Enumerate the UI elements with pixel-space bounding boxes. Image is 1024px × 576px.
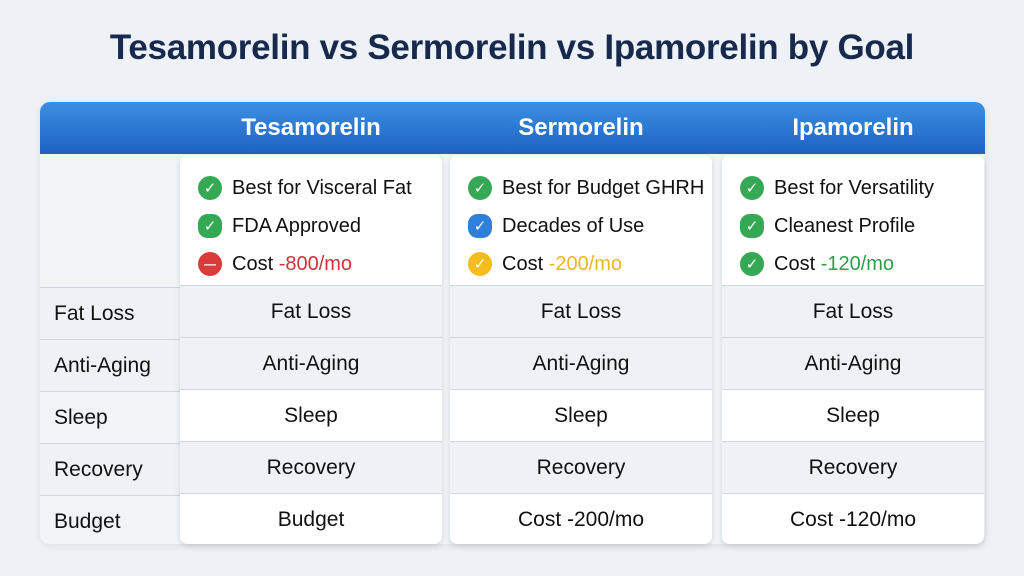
row-labels: Fat Loss Anti-Aging Sleep Recovery Budget (40, 287, 180, 547)
feature-text: Cleanest Profile (774, 214, 916, 237)
feature-text: Decades of Use (502, 214, 645, 237)
table-cell: Recovery (180, 441, 442, 493)
feature-item: ✓ Decades of Use (468, 207, 712, 245)
feature-item: ✓ Cost -200/mo (468, 245, 712, 283)
table-cell: Recovery (722, 441, 984, 493)
cost-value: -200/mo (548, 252, 623, 275)
feature-text: Best for Visceral Fat (232, 176, 412, 199)
row-label: Sleep (40, 391, 180, 443)
check-circle-icon: ✓ (468, 252, 492, 276)
feature-item: ✓ Best for Versatility (740, 169, 984, 207)
check-circle-icon: ✓ (198, 176, 222, 200)
feature-card: ✓ Best for Visceral Fat ✓ FDA Approved — Cost… (180, 155, 442, 285)
feature-text: Best for Budget GHRH (502, 176, 705, 199)
check-circle-icon: ✓ (740, 252, 764, 276)
feature-item: ✓ Best for Visceral Fat (198, 169, 442, 207)
minus-circle-icon: — (198, 252, 222, 276)
table-cell: Fat Loss (722, 285, 984, 337)
table-cell: Sleep (450, 389, 712, 441)
feature-text: Best for Versatility (774, 176, 935, 199)
check-circle-icon: ✓ (468, 176, 492, 200)
feature-text: FDA Approved (232, 214, 361, 237)
row-label: Recovery (40, 443, 180, 495)
column-ipamorelin: ✓ Best for Versatility ✓ Cleanest Profile ✓ C… (722, 155, 984, 544)
table-cell: Cost -200/mo (450, 493, 712, 544)
table-cell: Anti-Aging (450, 337, 712, 389)
row-label: Anti-Aging (40, 339, 180, 391)
row-label: Fat Loss (40, 287, 180, 339)
table-cell: Sleep (180, 389, 442, 441)
check-badge-icon: ✓ (468, 214, 492, 238)
feature-text: Cost (774, 252, 821, 275)
column-sermorelin: ✓ Best for Budget GHRH ✓ Decades of Use ✓ Cos… (450, 155, 712, 544)
table-cell: Anti-Aging (180, 337, 442, 389)
table-cell: Sleep (722, 389, 984, 441)
cost-value: -120/mo (820, 252, 895, 275)
feature-item: — Cost -800/mo (198, 245, 442, 283)
column-header: Sermorelin (518, 114, 644, 141)
feature-item: ✓ FDA Approved (198, 207, 442, 245)
feature-card: ✓ Best for Budget GHRH ✓ Decades of Use ✓ Cos… (450, 155, 712, 285)
table-header (40, 102, 985, 154)
table-cell: Fat Loss (180, 285, 442, 337)
row-label: Budget (40, 495, 180, 547)
feature-item: ✓ Cleanest Profile (740, 207, 984, 245)
feature-text: Cost (502, 252, 549, 275)
cost-value: -800/mo (278, 252, 353, 275)
table-cell: Cost -120/mo (722, 493, 984, 544)
feature-item: ✓ Cost -120/mo (740, 245, 984, 283)
comparison-table: Fat Loss Anti-Aging Sleep Recovery Budget Te… (40, 102, 985, 544)
table-cell: Anti-Aging (722, 337, 984, 389)
column-header: Tesamorelin (241, 114, 381, 141)
table-cell: Budget (180, 493, 442, 544)
table-cell: Fat Loss (450, 285, 712, 337)
column-header: Ipamorelin (792, 114, 914, 141)
page-title: Tesamorelin vs Sermorelin vs Ipamorelin … (109, 28, 915, 67)
column-tesamorelin: ✓ Best for Visceral Fat ✓ FDA Approved — Cost… (180, 155, 442, 544)
check-badge-icon: ✓ (198, 214, 222, 238)
table-cell: Recovery (450, 441, 712, 493)
check-circle-icon: ✓ (740, 176, 764, 200)
feature-item: ✓ Best for Budget GHRH (468, 169, 712, 207)
check-badge-icon: ✓ (740, 214, 764, 238)
feature-text: Cost (232, 252, 279, 275)
feature-card: ✓ Best for Versatility ✓ Cleanest Profile ✓ C… (722, 155, 984, 285)
